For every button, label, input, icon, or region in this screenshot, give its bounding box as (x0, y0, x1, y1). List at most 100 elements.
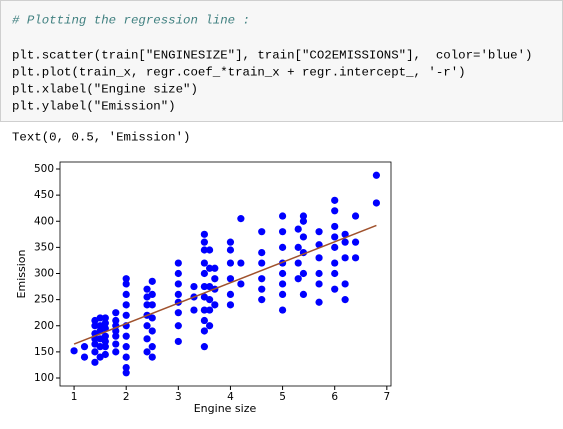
point (200, 269, 208, 278)
point (278, 228, 287, 236)
point (143, 335, 151, 343)
point (341, 230, 349, 238)
regression-line (73, 224, 377, 345)
point (278, 269, 287, 278)
point (91, 348, 99, 356)
x-tick-label: 1 (71, 391, 78, 403)
point (294, 259, 302, 267)
point (101, 332, 109, 340)
y-tick-label: 250 (34, 294, 54, 306)
point (315, 298, 323, 306)
point (258, 296, 266, 304)
point (143, 322, 151, 330)
point (331, 222, 339, 231)
point (211, 275, 219, 283)
y-tick-label: 500 (34, 163, 54, 175)
point (331, 269, 339, 278)
y-tick-label: 300 (34, 268, 54, 280)
code-line: plt.plot(train_x, regr.coef_*train_x + r… (12, 65, 466, 79)
point (122, 332, 130, 340)
point (112, 316, 120, 325)
y-tick-label: 100 (34, 372, 54, 384)
point (122, 353, 130, 361)
y-tick-label: 150 (34, 346, 54, 358)
x-tick-label: 3 (175, 391, 182, 403)
code-line: plt.scatter(train["ENGINESIZE"], train["… (12, 48, 533, 62)
point (122, 301, 130, 309)
point (148, 301, 156, 309)
plot-frame (59, 161, 392, 387)
point (101, 350, 109, 359)
point (174, 337, 182, 346)
point (112, 309, 120, 317)
point (258, 259, 266, 267)
point (315, 269, 323, 278)
point (315, 228, 323, 236)
point (299, 233, 308, 241)
point (143, 285, 151, 293)
point (211, 301, 219, 309)
point (211, 264, 219, 272)
point (331, 207, 339, 215)
point (148, 277, 156, 285)
point (200, 306, 208, 314)
point (258, 285, 266, 293)
point (341, 254, 349, 262)
point (122, 311, 130, 319)
chart: Engine size Emission 1 2 3 4 5 6 7 100 150 200 250… (15, 161, 392, 415)
code-line: plt.ylabel("Emission") (12, 99, 176, 113)
point (278, 280, 287, 288)
point (226, 301, 235, 309)
point (226, 246, 235, 254)
point (331, 259, 339, 267)
point (278, 243, 287, 251)
point (143, 301, 151, 309)
x-tick-label: 6 (331, 391, 338, 403)
point (200, 343, 208, 351)
point (143, 348, 151, 356)
point (122, 369, 130, 377)
point (91, 358, 99, 366)
point (200, 238, 208, 246)
point (200, 246, 208, 254)
point (351, 238, 360, 246)
x-tick-label: 5 (279, 391, 286, 403)
point (294, 225, 302, 233)
point (80, 343, 89, 351)
x-tick-label: 2 (123, 391, 130, 403)
y-axis-label: Emission (15, 250, 28, 299)
point (200, 259, 208, 267)
point (112, 348, 120, 356)
point (96, 314, 104, 322)
point (315, 280, 323, 288)
point (278, 290, 287, 299)
point (148, 353, 156, 361)
point (206, 322, 214, 330)
point (294, 275, 302, 283)
point (174, 259, 182, 267)
point (200, 327, 208, 335)
point (372, 199, 381, 207)
point (299, 269, 308, 278)
point (101, 324, 109, 332)
point (206, 246, 214, 254)
output-text: Text(0, 0.5, 'Emission') (12, 130, 190, 144)
point (91, 322, 99, 330)
point (258, 249, 266, 257)
point (258, 275, 266, 283)
point (341, 238, 349, 246)
code-line: plt.xlabel("Engine size") (12, 82, 198, 96)
y-tick-label: 200 (34, 320, 54, 332)
point (200, 316, 208, 325)
code-cell[interactable] (0, 0, 563, 122)
x-tick-label: 4 (227, 391, 234, 403)
point (351, 254, 360, 262)
point (341, 296, 349, 304)
point (200, 282, 208, 291)
point (206, 264, 214, 272)
point (101, 343, 109, 351)
point (200, 230, 208, 238)
point (101, 337, 109, 346)
